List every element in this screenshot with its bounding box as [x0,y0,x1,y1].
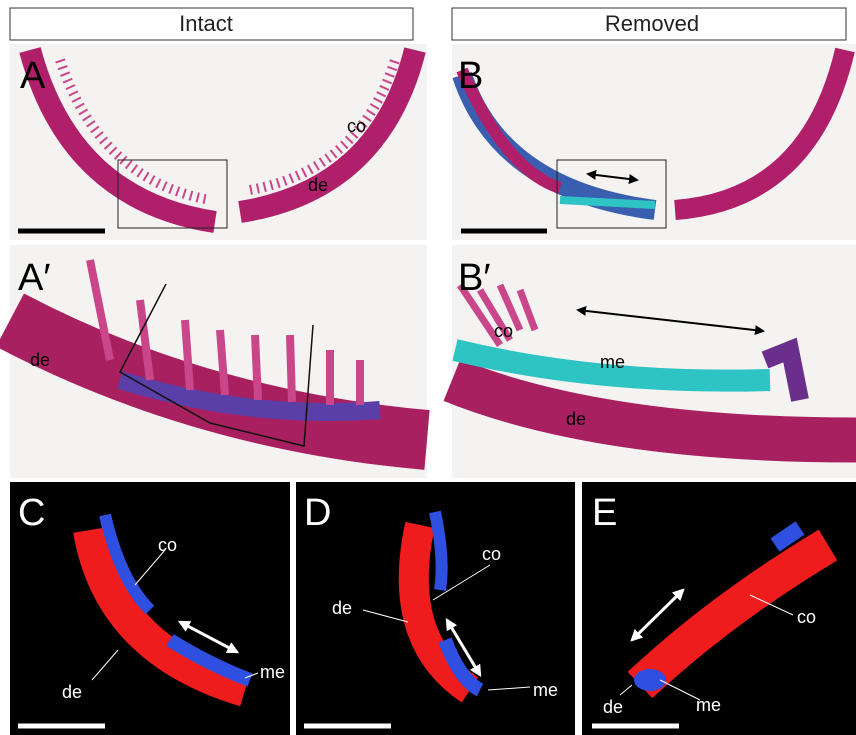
column-header: Intact [179,11,233,36]
annotation: co [494,321,513,341]
annotation: de [30,350,50,370]
annotation: me [533,680,558,700]
annotation: me [600,352,625,372]
annotation: co [347,116,366,136]
panel-label: E [592,492,617,534]
annotation: me [260,662,285,682]
column-header: Removed [605,11,699,36]
annotation: de [62,682,82,702]
annotation: co [797,607,816,627]
panel-label: B′ [458,257,490,299]
annotation: co [158,535,177,555]
render [634,669,666,691]
panel-label: C [18,492,45,534]
cartilage [560,200,655,205]
panel-label: A′ [18,257,50,299]
figure: Intact Removed A co de B A′ de B′ co me … [0,0,856,735]
panel-label: B [458,55,483,97]
annotation: de [308,175,328,195]
annotation: co [482,544,501,564]
annotation: de [566,409,586,429]
page: {"headers":["Intact","Removed"], "panels… [0,0,856,735]
render [435,512,442,590]
panel-label: A [20,55,46,97]
annotation: me [696,695,721,715]
annotation: de [332,598,352,618]
panel-label: D [304,492,331,534]
annotation: de [603,697,623,717]
